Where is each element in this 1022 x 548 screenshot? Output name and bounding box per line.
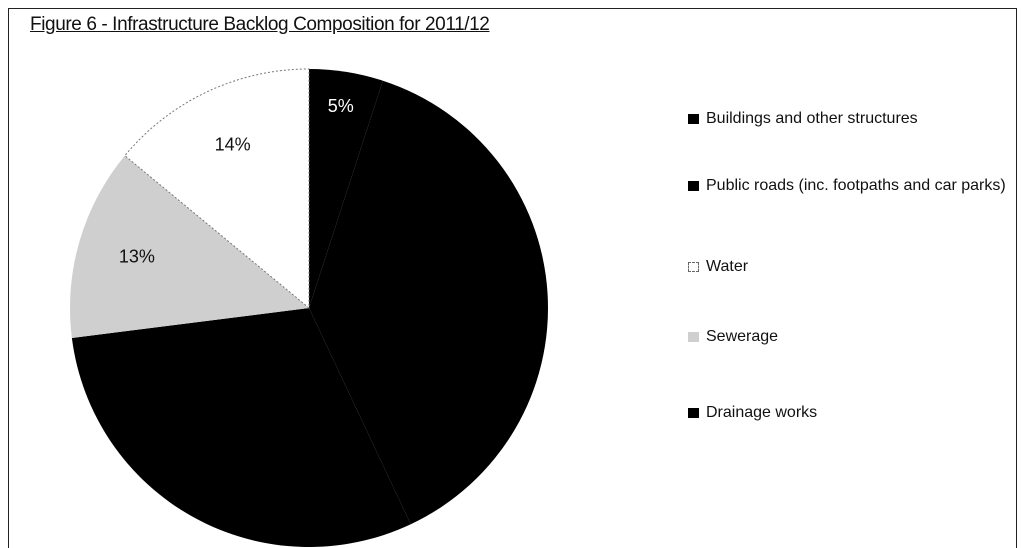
pie-slice: [309, 80, 548, 525]
legend-swatch: [688, 332, 699, 342]
legend-swatch: [688, 114, 699, 124]
data-label: 14%: [215, 135, 251, 155]
data-label: 13%: [119, 247, 155, 267]
legend-label: Buildings and other structures: [706, 110, 918, 127]
legend-item: Sewerage: [688, 326, 1008, 348]
legend-label: Sewerage: [706, 328, 779, 345]
data-label: 5%: [328, 96, 354, 116]
pie-slice: [70, 155, 310, 338]
legend-item: Drainage works: [688, 402, 1008, 424]
legend-swatch: [688, 181, 699, 191]
pie-slice: [309, 69, 383, 308]
pie-slice: [71, 308, 411, 547]
chart-title: Figure 6 - Infrastructure Backlog Compos…: [30, 14, 490, 35]
legend-label: Public roads (inc. footpaths and car par…: [706, 177, 1006, 194]
legend-item: Buildings and other structures: [688, 108, 1008, 130]
legend-swatch: [688, 262, 699, 272]
legend-item: Public roads (inc. footpaths and car par…: [688, 175, 1008, 197]
legend-item: Water: [688, 256, 1008, 278]
legend-label: Water: [706, 258, 749, 275]
legend-swatch: [688, 408, 699, 418]
pie-slice: [124, 68, 310, 310]
chart-frame: [8, 8, 1017, 548]
legend-label: Drainage works: [706, 404, 818, 421]
